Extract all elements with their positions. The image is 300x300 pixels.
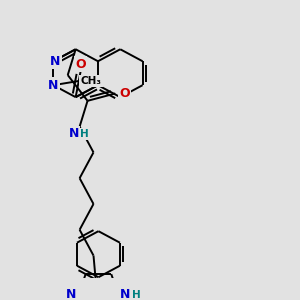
Text: O: O — [75, 58, 86, 70]
Text: N: N — [120, 288, 130, 300]
Text: N: N — [50, 55, 61, 68]
Text: N: N — [68, 128, 79, 140]
Text: N: N — [48, 79, 59, 92]
Text: O: O — [119, 87, 130, 100]
Text: H: H — [80, 129, 89, 139]
Text: N: N — [66, 288, 76, 300]
Text: H: H — [132, 290, 140, 300]
Text: CH₃: CH₃ — [80, 76, 101, 85]
